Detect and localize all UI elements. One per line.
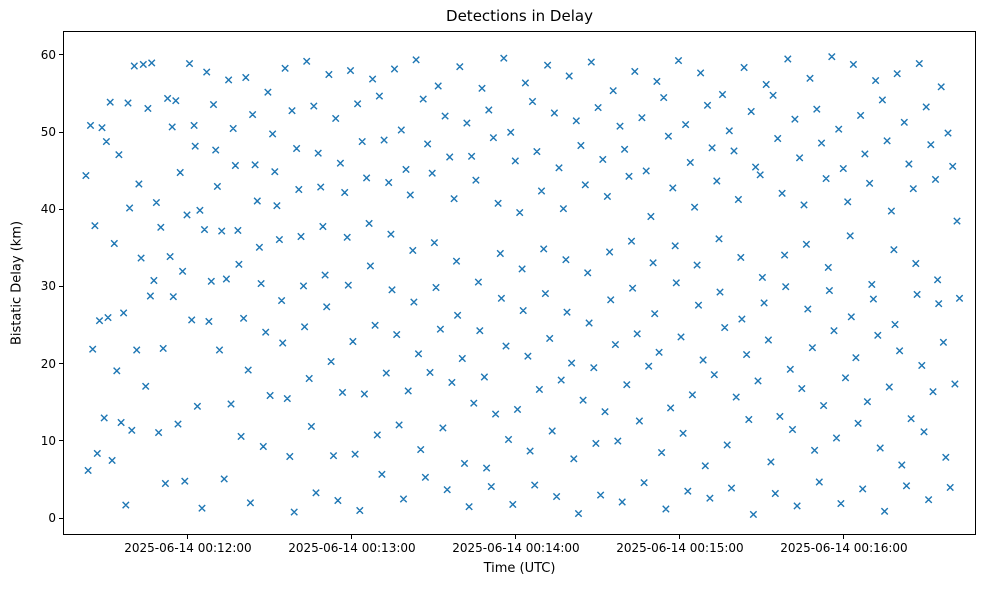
x-tick-mark xyxy=(679,535,681,539)
x-tick-label: 2025-06-14 00:14:00 xyxy=(452,541,580,555)
y-tick-label: 10 xyxy=(40,433,56,448)
y-tick-label: 0 xyxy=(48,511,56,526)
y-tick-label: 30 xyxy=(40,279,56,294)
y-tick-label: 60 xyxy=(40,47,56,62)
plot-area xyxy=(63,31,976,535)
y-tick-mark xyxy=(59,208,63,210)
x-tick-label: 2025-06-14 00:12:00 xyxy=(124,541,252,555)
y-axis-label: Bistatic Delay (km) xyxy=(9,220,25,346)
x-tick-mark xyxy=(515,535,517,539)
y-tick-mark xyxy=(59,131,63,133)
y-tick-mark xyxy=(59,517,63,519)
scatter-points xyxy=(82,53,964,519)
y-tick-label: 50 xyxy=(40,125,56,140)
x-tick-label: 2025-06-14 00:16:00 xyxy=(780,541,908,555)
y-tick-mark xyxy=(59,363,63,365)
y-tick-mark xyxy=(59,440,63,442)
x-tick-label: 2025-06-14 00:13:00 xyxy=(288,541,416,555)
x-tick-mark xyxy=(351,535,353,539)
y-tick-mark xyxy=(59,54,63,56)
y-tick-label: 40 xyxy=(40,202,56,217)
x-tick-mark xyxy=(843,535,845,539)
y-tick-mark xyxy=(59,285,63,287)
chart-title: Detections in Delay xyxy=(446,7,593,25)
y-tick-label: 20 xyxy=(40,356,56,371)
x-tick-mark xyxy=(187,535,189,539)
x-axis-label: Time (UTC) xyxy=(483,561,556,576)
x-tick-label: 2025-06-14 00:15:00 xyxy=(616,541,744,555)
x-marker-path xyxy=(82,53,964,519)
